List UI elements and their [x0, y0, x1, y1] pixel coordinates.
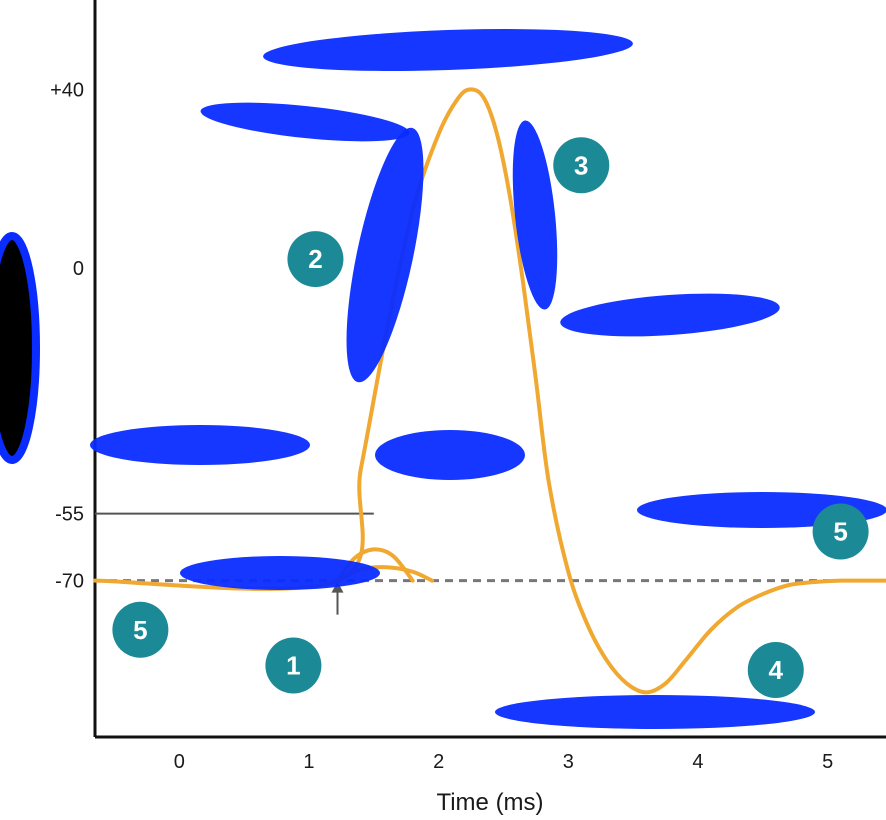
- action-potential-curve: [93, 87, 886, 695]
- y-tick-label: 0: [73, 258, 84, 280]
- x-tick-label: 0: [174, 751, 185, 773]
- redaction-scribble: [512, 120, 558, 310]
- stimulus-arrow-head: [331, 581, 344, 593]
- y-tick-label: -70: [55, 571, 84, 593]
- y-ticks: +40 0 -55 -70: [50, 79, 84, 592]
- redaction-scribble: [346, 127, 424, 383]
- step-badge: [747, 642, 804, 698]
- x-tick-label: 2: [433, 751, 444, 773]
- step-badge-label: 5: [133, 615, 147, 645]
- redaction-scribble: [90, 425, 310, 465]
- x-tick-label: 5: [822, 751, 833, 773]
- redaction-scribble: [560, 293, 780, 337]
- x-tick-label: 4: [692, 751, 703, 773]
- x-axis-title: Time (ms): [436, 789, 543, 816]
- step-badge: [112, 601, 169, 658]
- step-badge-label: 2: [308, 244, 322, 274]
- redaction-scribble: [0, 232, 40, 464]
- x-ticks: 0 1 2 3 4 5: [174, 751, 833, 773]
- redaction-scribble: [180, 556, 380, 590]
- y-tick-label: -55: [55, 504, 84, 526]
- step-badge: [287, 231, 344, 288]
- redaction-scribble: [200, 102, 410, 142]
- redaction-scribble: [263, 28, 633, 72]
- x-tick-label: 1: [303, 751, 314, 773]
- x-tick-label: 3: [563, 751, 574, 773]
- annotation-badges: 1 2 3 4 5 5: [112, 137, 869, 698]
- series: [93, 87, 886, 695]
- step-badge: [265, 637, 322, 694]
- axes: [93, 0, 886, 739]
- y-tick-label: +40: [50, 79, 84, 101]
- redaction-scribble: [375, 430, 525, 480]
- step-badge: [553, 137, 610, 194]
- step-badge-label: 3: [574, 150, 588, 180]
- step-badge: [812, 503, 869, 560]
- step-badge-label: 4: [769, 655, 784, 685]
- step-badge-label: 1: [286, 651, 300, 681]
- step-badge-label: 5: [833, 517, 847, 547]
- redaction-scribble: [495, 695, 815, 729]
- redaction-scribbles: [0, 28, 886, 729]
